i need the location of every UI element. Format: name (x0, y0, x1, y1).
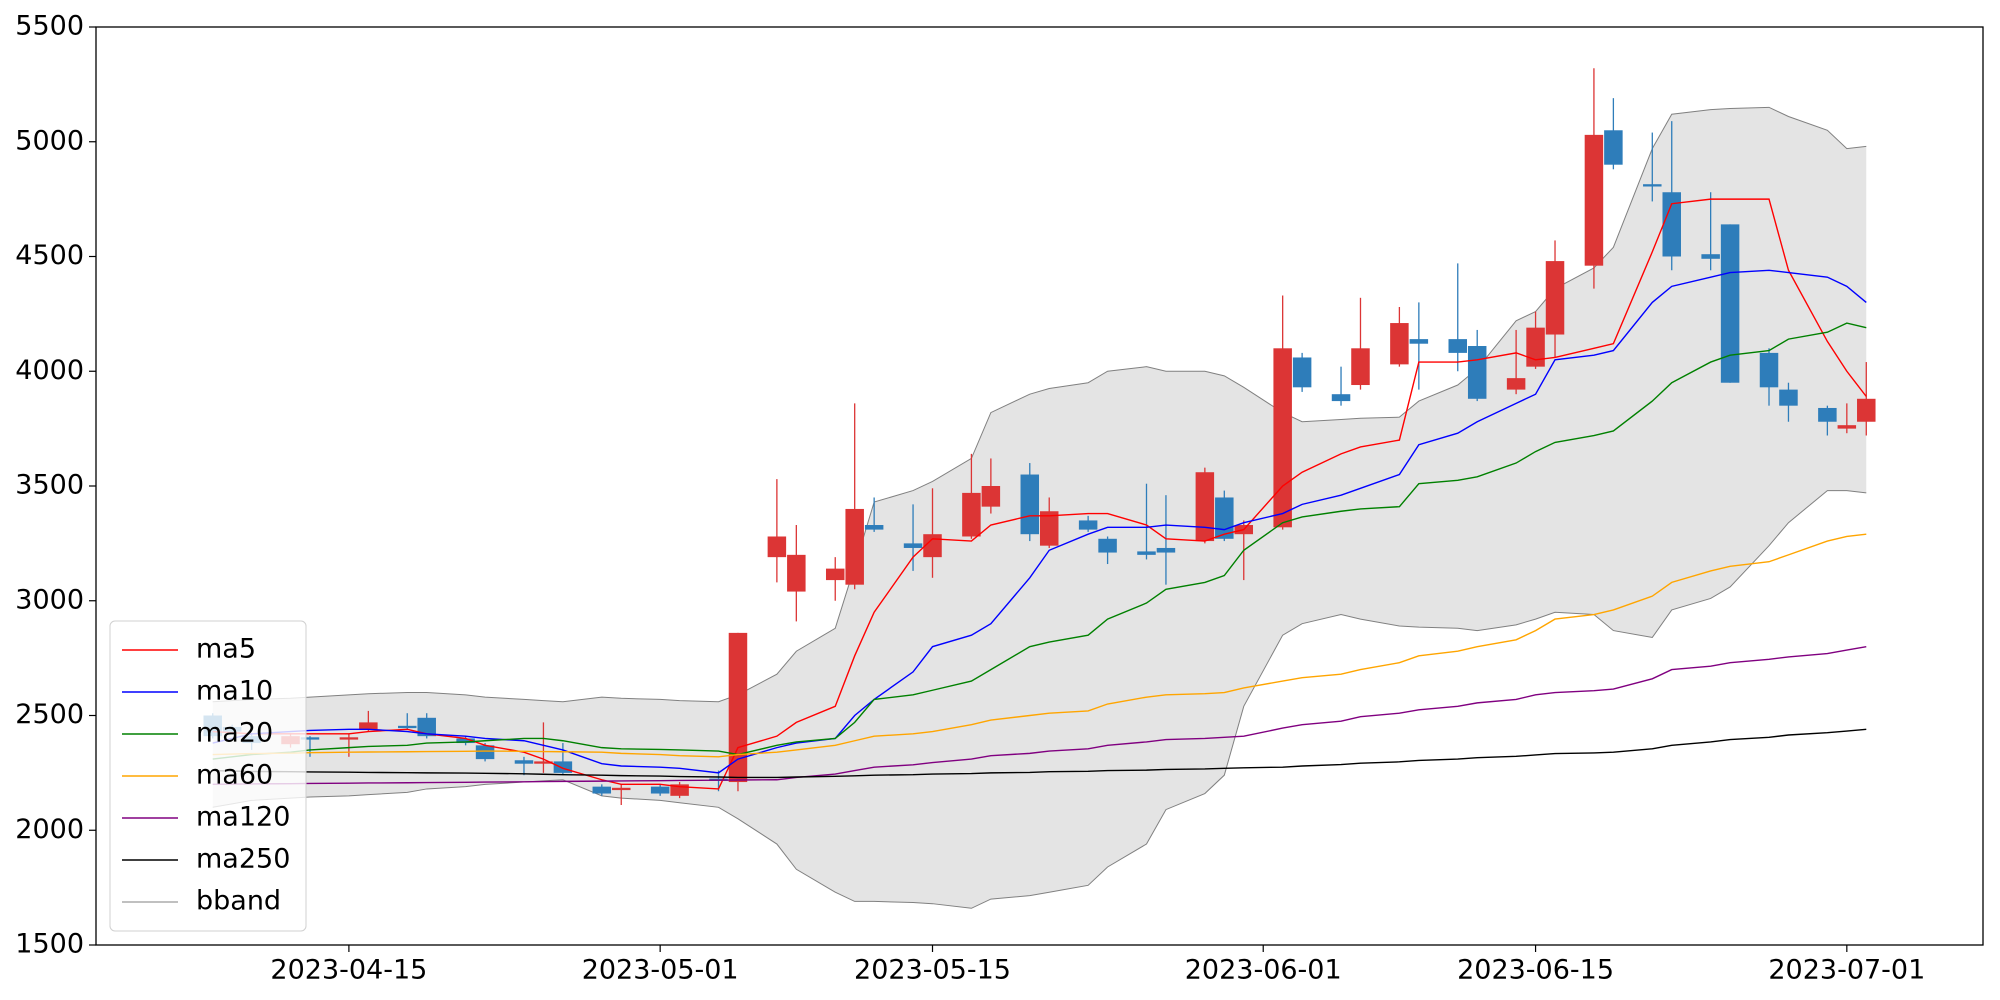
candle-body (398, 725, 417, 729)
candle-body (1818, 407, 1837, 422)
ma-line (212, 645, 1867, 786)
legend-label: ma120 (196, 802, 290, 833)
candle-body (1409, 339, 1429, 344)
candle-body (1331, 394, 1351, 402)
candle-body (1156, 547, 1176, 553)
y-tick-label: 3500 (15, 470, 84, 501)
candle-body (534, 761, 553, 764)
candle-body (514, 760, 534, 764)
candle-body (1039, 511, 1059, 546)
candle-body (1720, 224, 1740, 383)
candle-body (592, 786, 612, 794)
candle-body (650, 786, 670, 794)
candle-body (1137, 551, 1156, 555)
y-tick-label: 4500 (15, 240, 84, 271)
candle-body (962, 492, 981, 537)
candle-body (1701, 254, 1720, 259)
candle-body (787, 554, 806, 592)
candle-body (728, 632, 748, 783)
candle-body (1467, 346, 1487, 399)
candle-body (1448, 339, 1468, 353)
candle-body (359, 722, 378, 730)
ma-line (212, 198, 1867, 790)
band-fill (212, 107, 1867, 909)
candle-body (981, 486, 1001, 507)
candle-body (1078, 520, 1098, 530)
candle-body (1779, 389, 1798, 406)
candle-body (1545, 261, 1565, 335)
candle-body (1662, 192, 1681, 257)
candle-body (1759, 352, 1779, 388)
y-tick-label: 4000 (15, 355, 84, 386)
candle-body (475, 745, 495, 760)
x-tick-label: 2023-06-01 (1185, 955, 1342, 986)
candle-body (553, 761, 573, 773)
ma-line (212, 322, 1867, 760)
candle-body (1292, 357, 1312, 388)
candle-body (1506, 378, 1526, 390)
y-tick-label: 1500 (15, 929, 84, 960)
candle-body (1098, 538, 1117, 553)
candle-body (1526, 327, 1545, 367)
x-tick-label: 2023-06-15 (1457, 955, 1614, 986)
band-line (212, 490, 1867, 909)
candle-body (1584, 134, 1604, 266)
candle-body (1195, 472, 1215, 542)
candle-body (1857, 398, 1876, 422)
ma-line (212, 533, 1867, 758)
x-tick-label: 2023-05-15 (854, 955, 1011, 986)
y-tick-label: 2000 (15, 814, 84, 845)
x-tick-label: 2023-07-01 (1768, 955, 1925, 986)
candle-body (825, 568, 845, 581)
candle-body (417, 717, 436, 737)
candle-body (903, 543, 923, 548)
legend-label: ma10 (196, 676, 273, 707)
legend: ma5 ma10 ma20 ma60 ma120 ma250 bband (109, 620, 307, 932)
candle-body (339, 737, 359, 740)
y-tick-label: 2500 (15, 699, 84, 730)
candle-body (1020, 474, 1040, 535)
x-tick-label: 2023-04-15 (270, 955, 427, 986)
x-tick-label: 2023-05-01 (582, 955, 739, 986)
candle-body (1604, 130, 1623, 165)
y-tick-label: 5000 (15, 125, 84, 156)
candle-body (845, 508, 864, 585)
candle-body (670, 784, 689, 796)
candle-body (864, 525, 884, 530)
legend-box (109, 620, 307, 932)
candle-body (1390, 323, 1409, 365)
ma-line (212, 269, 1867, 774)
candle-body (1351, 348, 1370, 386)
candle-body (1643, 184, 1662, 187)
legend-label: ma60 (196, 760, 273, 791)
candle-body (767, 536, 787, 558)
candle-body (456, 738, 475, 744)
candle-body (1273, 348, 1292, 528)
legend-label: ma250 (196, 844, 290, 875)
candle-body (611, 787, 631, 791)
legend-label: ma20 (196, 718, 273, 749)
ma-line (212, 728, 1867, 779)
legend-label: bband (196, 886, 281, 917)
candle-body (1837, 425, 1857, 429)
y-tick-label: 3000 (15, 584, 84, 615)
candle-body (300, 737, 320, 740)
y-tick-label: 5500 (15, 11, 84, 42)
legend-label: ma5 (196, 634, 256, 665)
candle-body (923, 534, 942, 558)
